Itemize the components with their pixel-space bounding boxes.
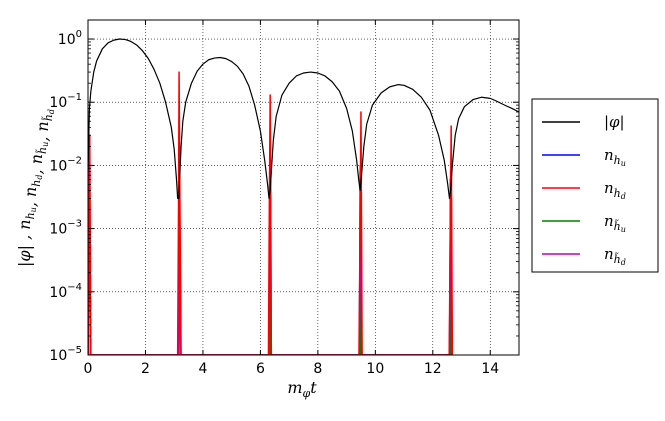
series-layer xyxy=(88,38,519,355)
plot-frame xyxy=(87,19,520,356)
x-tick-label: 6 xyxy=(256,361,265,377)
legend: |φ| nhu nhd nh̃u nh̃d xyxy=(531,98,659,273)
x-axis-label: mφt xyxy=(287,378,317,400)
x-tick-label: 8 xyxy=(313,361,322,377)
y-tick-label: 10−3 xyxy=(49,219,82,238)
y-axis-label: |φ| , nhu, nhd, nh̃u, nh̃d xyxy=(15,109,56,267)
x-tick-label: 10 xyxy=(366,361,384,377)
legend-label-1: nhu xyxy=(604,146,626,168)
y-tick-label: 10−4 xyxy=(49,282,82,301)
axis-ticks: 0 2 4 6 8 10 12 14 10−5 10−4 10−3 10−2 10−1 100 xyxy=(49,20,519,377)
series-line-0 xyxy=(88,38,519,200)
series-line-2 xyxy=(88,71,454,355)
y-tick-label: 10−2 xyxy=(49,155,82,174)
x-tick-label: 14 xyxy=(481,361,499,377)
grid-lines xyxy=(88,20,519,355)
legend-label-3: nh̃u xyxy=(604,212,626,234)
y-tick-label: 10−1 xyxy=(49,92,82,111)
x-tick-label: 12 xyxy=(424,361,442,377)
x-tick-label: 2 xyxy=(141,361,150,377)
legend-label-4: nh̃d xyxy=(604,245,626,267)
legend-label-0: |φ| xyxy=(604,113,625,131)
x-tick-label: 0 xyxy=(84,361,93,377)
y-tick-label: 10−5 xyxy=(49,345,82,364)
y-tick-label: 100 xyxy=(58,29,82,48)
x-tick-label: 4 xyxy=(198,361,207,377)
legend-frame xyxy=(531,98,659,273)
legend-label-2: nhd xyxy=(604,179,626,201)
